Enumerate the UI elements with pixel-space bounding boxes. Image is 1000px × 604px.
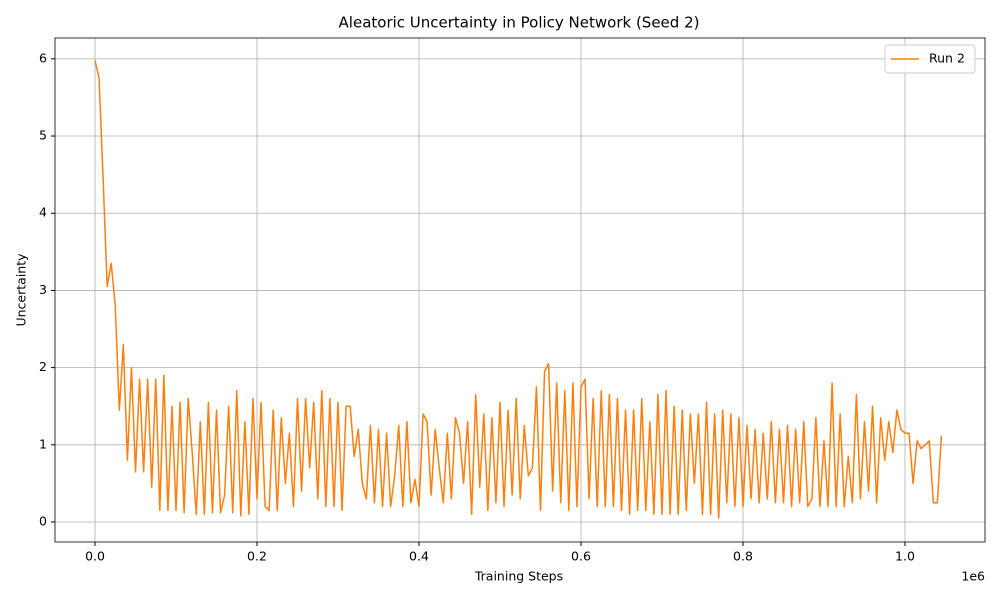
data-line — [94, 60, 943, 519]
y-tick-label: 1 — [39, 436, 47, 451]
y-tick-label: 3 — [39, 282, 47, 297]
x-tick-label: 0.8 — [733, 549, 753, 564]
y-tick-label: 4 — [39, 205, 47, 220]
x-tick-label: 0.0 — [85, 549, 105, 564]
legend-box — [884, 44, 976, 74]
chart-title: Aleatoric Uncertainty in Policy Network … — [339, 14, 700, 32]
x-tick-label: 0.4 — [409, 549, 429, 564]
y-tick-label: 5 — [39, 128, 47, 143]
legend-label: Run 2 — [929, 51, 965, 66]
x-tick-label: 0.6 — [571, 549, 591, 564]
plot-frame — [54, 37, 986, 543]
x-offset-label: 1e6 — [961, 569, 985, 584]
y-axis-label: Uncertainty — [14, 253, 29, 327]
x-tick-label: 0.2 — [247, 549, 267, 564]
y-tick-label: 0 — [39, 514, 47, 529]
x-axis-label: Training Steps — [474, 569, 563, 584]
x-tick-label: 1.0 — [895, 549, 915, 564]
y-tick-label: 6 — [39, 50, 47, 65]
y-tick-label: 2 — [39, 359, 47, 374]
